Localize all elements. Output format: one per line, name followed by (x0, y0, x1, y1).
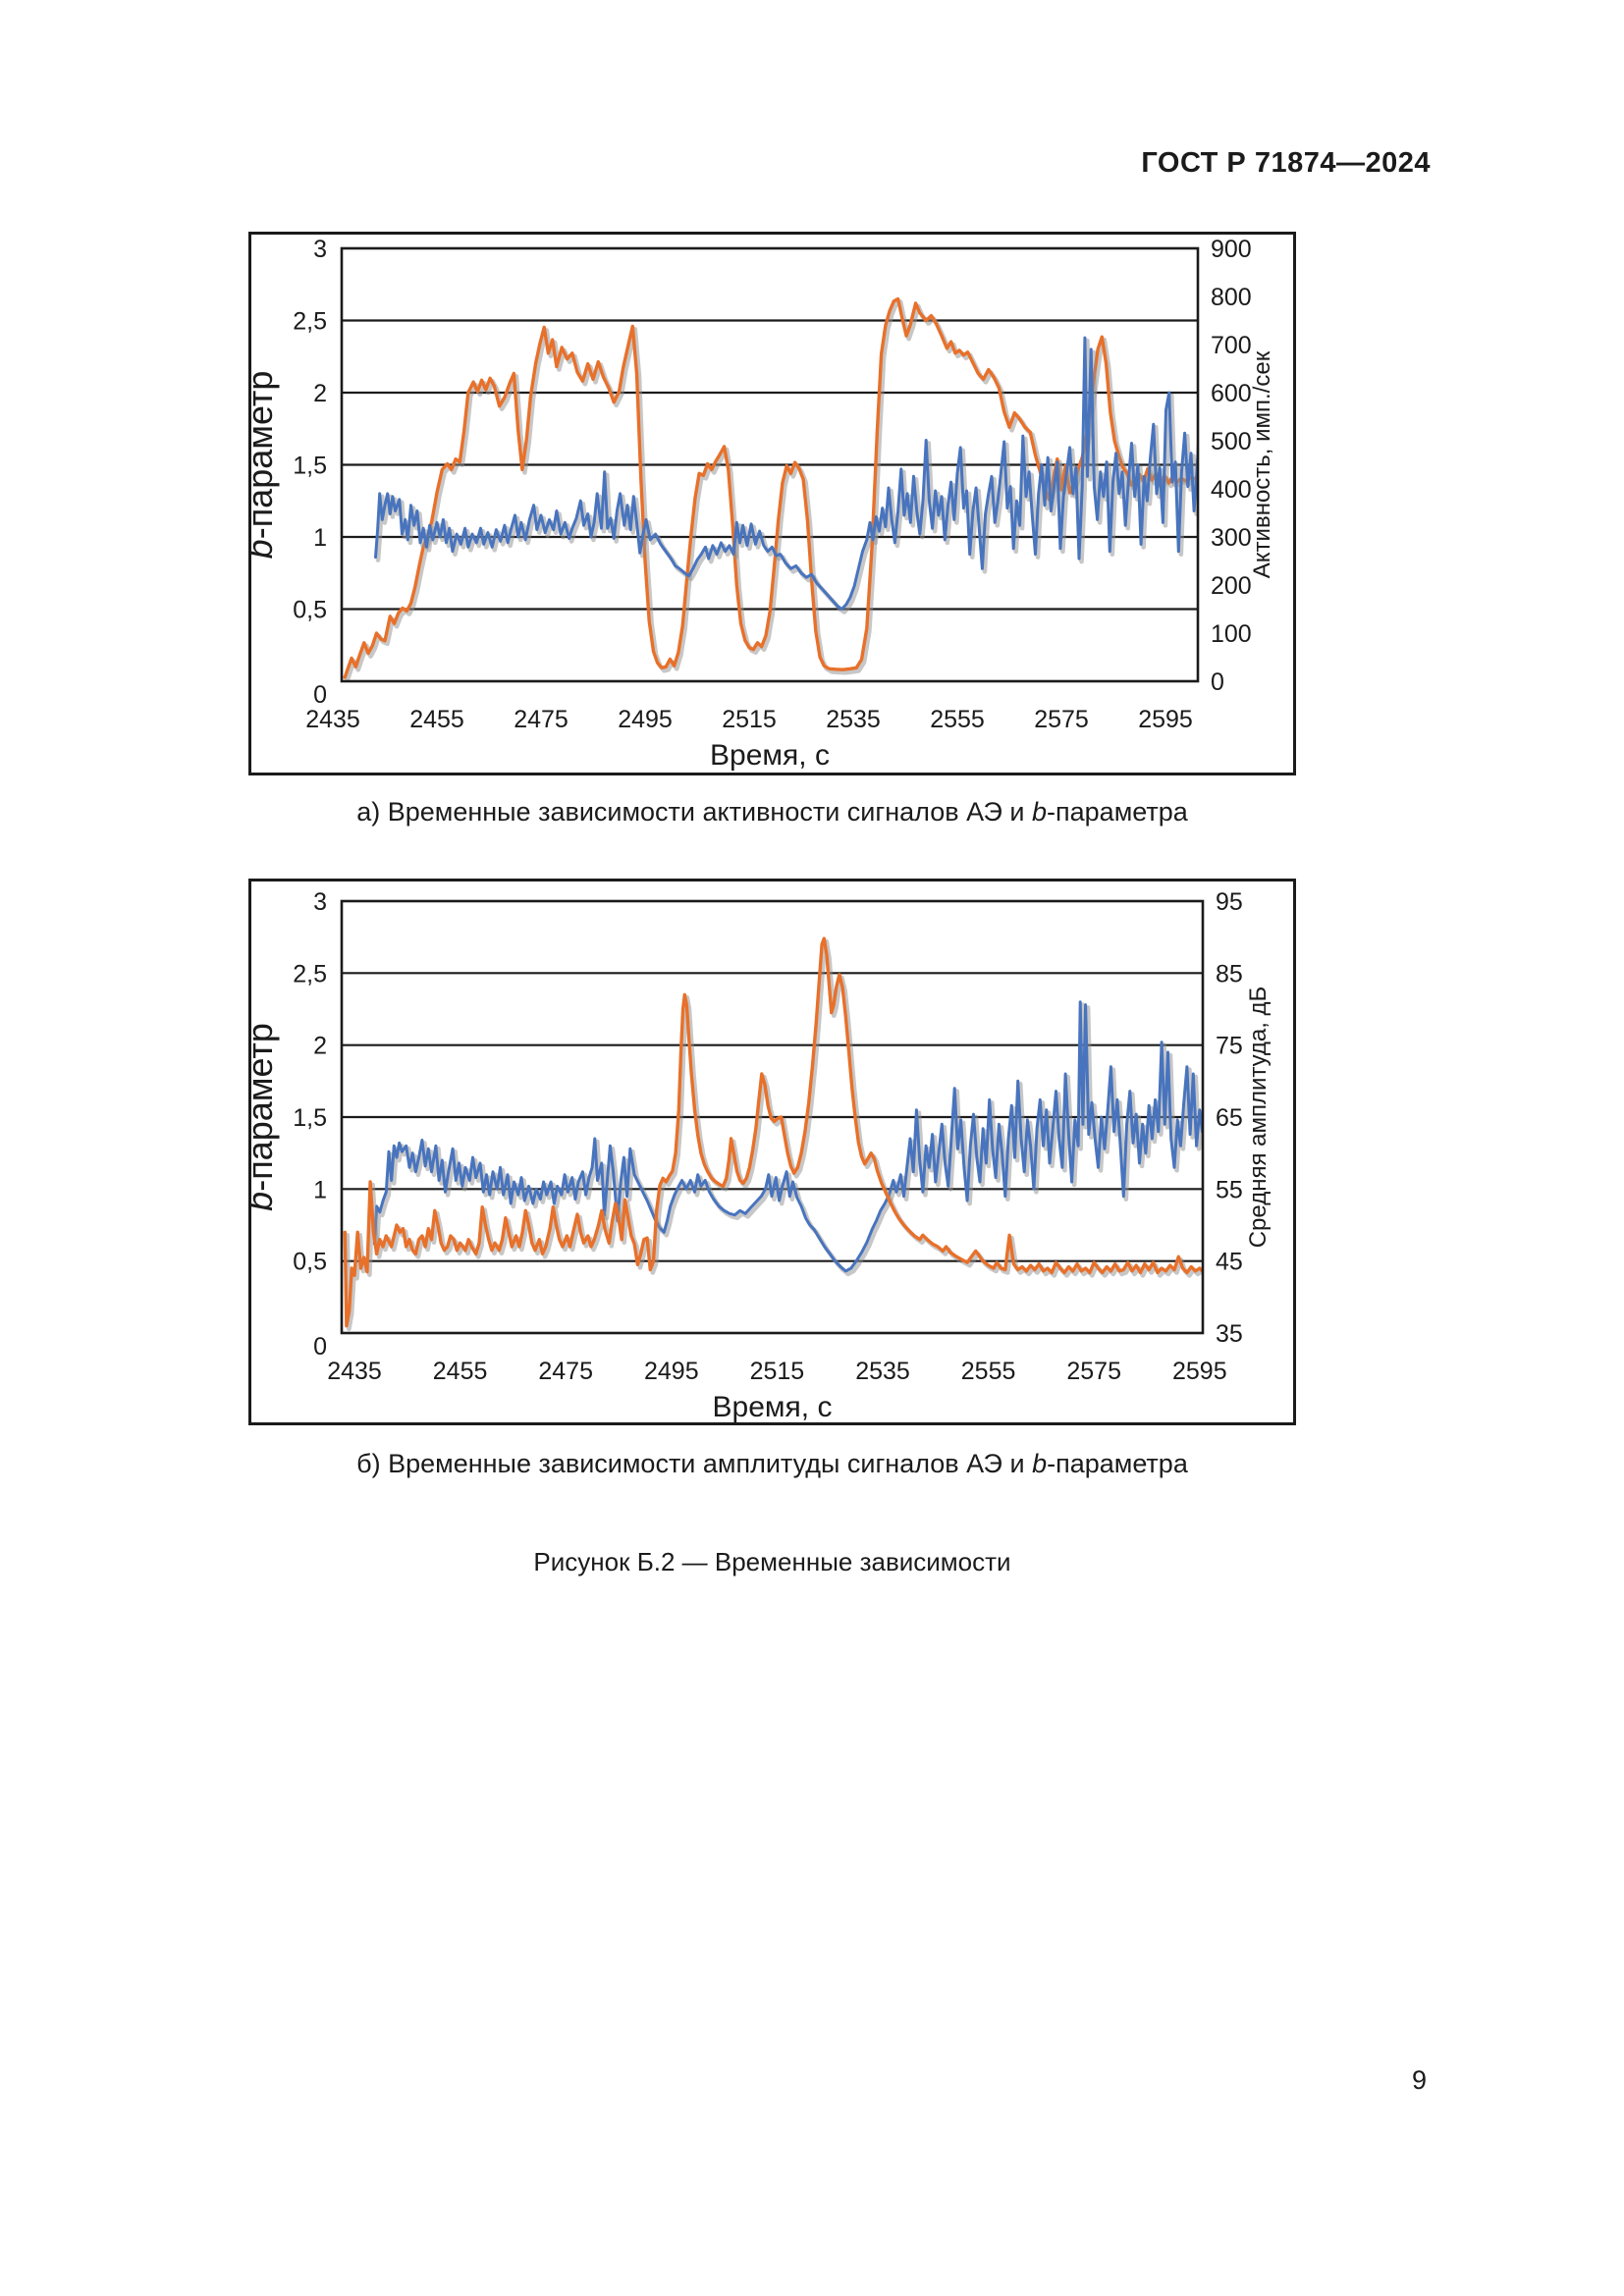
plot-border (340, 246, 1200, 683)
y-left-tick-label: 1,5 (293, 453, 327, 480)
y-right-tick-label: 55 (1216, 1176, 1243, 1203)
x-tick-label: 2575 (1034, 706, 1089, 733)
series-layer (343, 936, 1203, 1331)
x-tick-label: 2575 (1066, 1358, 1121, 1385)
y-left-tick-label: 2 (313, 1033, 327, 1060)
y-right-tick-label: 65 (1216, 1104, 1243, 1132)
series-layer (343, 296, 1198, 681)
x-tick-label: 2475 (514, 706, 568, 733)
x-tick-label: 2455 (409, 706, 464, 733)
x-tick-label: 2435 (327, 1358, 382, 1385)
series-b-parameter-line (374, 336, 1198, 611)
y-right-tick-label: 700 (1211, 332, 1252, 359)
y-left-tick-label: 2 (313, 380, 327, 407)
chart-b-canvas: 3 2,5 2 1,5 1 0,5 0 95 85 75 65 55 45 35 2435 2455 2475 2… (251, 888, 1272, 1422)
y-left-tick-label: 3 (313, 236, 327, 263)
chart-a-figure: 3 2,5 2 1,5 1 0,5 0 900 800 700 600 500 400 300 200 100… (248, 232, 1296, 775)
y-left-tick-label: 2,5 (293, 308, 327, 336)
y-right-axis-title: Активность, имп./сек (1249, 350, 1275, 578)
y-right-tick-label: 900 (1211, 236, 1252, 263)
x-tick-label: 2455 (433, 1358, 488, 1385)
y-right-tick-label: 300 (1211, 524, 1252, 552)
x-tick-label: 2495 (618, 706, 673, 733)
y-left-tick-label: 1,5 (293, 1104, 327, 1132)
y-left-tick-label: 0,5 (293, 1249, 327, 1276)
y-right-axis-title: Средняя амплитуда, дБ (1245, 987, 1272, 1249)
chart-b-figure: 3 2,5 2 1,5 1 0,5 0 95 85 75 65 55 45 35 2435 2455 2475 2… (248, 879, 1296, 1425)
y-left-axis-title: b-параметр (251, 371, 280, 560)
x-axis-title: Время, с (713, 1391, 833, 1422)
x-tick-label: 2595 (1172, 1358, 1227, 1385)
chart-b-caption: б) Временные зависимости амплитуды сигна… (356, 1449, 1188, 1478)
y-right-tick-label: 500 (1211, 428, 1252, 455)
x-tick-label: 2515 (750, 1358, 805, 1385)
y-right-tick-label: 800 (1211, 284, 1252, 311)
x-tick-label: 2535 (826, 706, 881, 733)
x-tick-label: 2435 (305, 706, 360, 733)
x-axis-title: Время, с (710, 739, 830, 772)
x-tick-label: 2475 (538, 1358, 593, 1385)
y-right-tick-label: 75 (1216, 1033, 1243, 1060)
y-right-tick-label: 85 (1216, 960, 1243, 988)
y-left-tick-label: 3 (313, 888, 327, 916)
chart-a-canvas: 3 2,5 2 1,5 1 0,5 0 900 800 700 600 500 400 300 200 100… (251, 236, 1275, 772)
x-tick-label: 2535 (855, 1358, 910, 1385)
series-mean-amplitude-shadow (345, 938, 1203, 1331)
series-mean-amplitude-line (343, 936, 1203, 1328)
y-left-axis-title: b-параметр (251, 1023, 280, 1211)
figure-caption: Рисунок Б.2 — Временные зависимости (533, 1547, 1011, 1576)
y-right-tick-label: 200 (1211, 572, 1252, 600)
y-right-tick-label: 45 (1216, 1249, 1243, 1276)
page-number: 9 (1412, 2065, 1428, 2095)
x-tick-label: 2515 (722, 706, 777, 733)
y-left-tick-label: 0,5 (293, 597, 327, 624)
y-left-tick-label: 0 (313, 681, 327, 709)
y-right-tick-label: 0 (1211, 668, 1224, 696)
plot-border (340, 899, 1205, 1335)
y-right-tick-label: 95 (1216, 888, 1243, 916)
y-right-tick-label: 100 (1211, 620, 1252, 648)
series-b-parameter-line (372, 1000, 1203, 1273)
x-tick-label: 2595 (1138, 706, 1193, 733)
y-right-tick-label: 35 (1216, 1320, 1243, 1348)
document-header: ГОСТ Р 71874—2024 (1141, 147, 1431, 179)
x-tick-label: 2555 (961, 1358, 1016, 1385)
y-left-tick-label: 1 (313, 1176, 327, 1203)
x-tick-label: 2555 (930, 706, 985, 733)
x-tick-label: 2495 (644, 1358, 699, 1385)
y-right-tick-label: 400 (1211, 476, 1252, 504)
chart-a-caption: а) Временные зависимости активности сигн… (356, 797, 1188, 827)
y-left-tick-label: 2,5 (293, 960, 327, 988)
y-right-tick-label: 600 (1211, 380, 1252, 407)
y-left-tick-label: 0 (313, 1333, 327, 1361)
y-left-tick-label: 1 (313, 524, 327, 552)
